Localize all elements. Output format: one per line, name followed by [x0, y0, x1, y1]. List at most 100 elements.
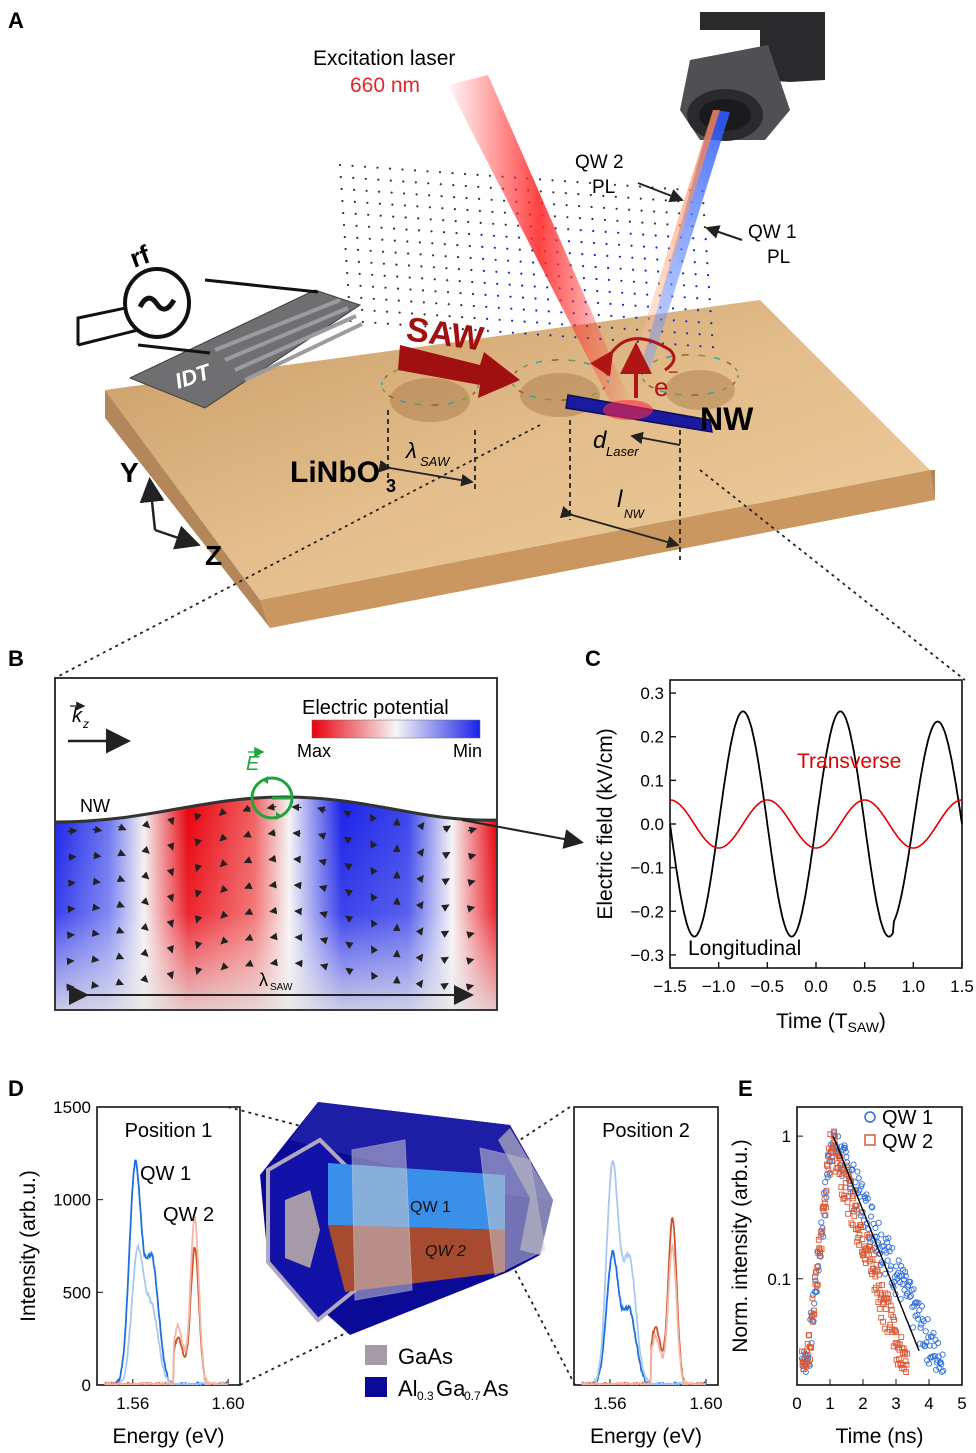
qw2-label: QW 2 [163, 1204, 214, 1226]
field-arrow [121, 984, 123, 985]
lambda-saw-b-sub: SAW [270, 982, 293, 993]
field-arrow [270, 911, 274, 912]
frame [97, 1107, 240, 1385]
qw1-point [890, 1245, 895, 1250]
legend-marker-qw1 [865, 1112, 875, 1122]
x-axis-label: Time (TSAW) [776, 1010, 886, 1035]
x-tick-label: 5 [957, 1394, 966, 1413]
x-tick-label: 1.60 [689, 1394, 722, 1413]
x-tick-label: 0.5 [853, 977, 877, 996]
y-tick-label: 0.1 [767, 1270, 791, 1289]
qw2-point [846, 1211, 851, 1216]
legend-qw2: QW 2 [882, 1131, 933, 1153]
qw2-pl-line2: PL [592, 177, 615, 198]
legend-gaas: GaAs [398, 1344, 453, 1369]
x-tick-label: 1.56 [116, 1394, 149, 1413]
model-qw1-label: QW 1 [410, 1199, 451, 1216]
qw1-point [923, 1329, 928, 1334]
field-arrow [95, 908, 100, 909]
axis-z-label: Z [205, 540, 222, 571]
k-vector-label: k [72, 705, 83, 727]
qw1-point [851, 1162, 856, 1167]
k-vector-sub: z [82, 717, 89, 731]
qw1-point [941, 1368, 946, 1373]
y-tick-label: 0 [82, 1376, 91, 1395]
panel-b-simulation: k z Electric potential Max Min E NW λ SA… [55, 678, 497, 1010]
d-laser-sub: Laser [606, 444, 639, 459]
field-arrow [372, 973, 373, 974]
qw1-point [873, 1225, 878, 1230]
qw1-point [856, 1176, 861, 1181]
panel-label-d: D [8, 1076, 24, 1101]
qw1-point [931, 1330, 936, 1335]
qw1-point [896, 1258, 901, 1263]
qw1-point [844, 1155, 849, 1160]
lambda-saw-b: λ [259, 970, 268, 990]
x-axis-label: Energy (eV) [590, 1425, 702, 1448]
qw1-point [812, 1301, 817, 1306]
y-tick-label: 1500 [53, 1098, 91, 1117]
colorbar-max: Max [297, 741, 331, 761]
series-longitudinal [670, 711, 962, 936]
fit-line [833, 1136, 919, 1351]
y-tick-label: 500 [63, 1283, 91, 1302]
field-arrow [197, 920, 198, 922]
field-arrow [197, 947, 198, 949]
lambda-saw-label: λ [405, 438, 417, 463]
qw1-point [885, 1258, 890, 1263]
qw1-point [876, 1220, 881, 1225]
y-tick-label: 1000 [53, 1191, 91, 1210]
x-tick-label: 2 [858, 1394, 867, 1413]
x-tick-label: 4 [924, 1394, 933, 1413]
objective-lens [680, 12, 825, 141]
x-tick-label: −0.5 [751, 977, 785, 996]
panel-label-c: C [585, 646, 601, 671]
qw1-point [888, 1264, 893, 1269]
x-tick-label: −1.5 [653, 977, 687, 996]
y-axis-label: Norm. intensity (arb.u.) [729, 1139, 752, 1353]
x-tick-label: 3 [891, 1394, 900, 1413]
frame [574, 1107, 718, 1385]
spectrum-line [104, 1161, 228, 1385]
material-legend: GaAs Al 0.3 Ga 0.7 As [365, 1344, 509, 1403]
x-tick-label: 1.5 [950, 977, 974, 996]
laser-wavelength: 660 nm [350, 74, 420, 97]
qw1-point [902, 1287, 907, 1292]
y-tick-label: 0.2 [640, 728, 664, 747]
laser-title: Excitation laser [313, 47, 455, 70]
y-tick-label: −0.3 [630, 946, 664, 965]
substrate-sub: 3 [386, 476, 396, 496]
qw2-point [884, 1307, 889, 1312]
qw2-point [852, 1214, 857, 1219]
qw1-pl-line1: QW 1 [748, 222, 797, 243]
field-arrow [68, 857, 75, 858]
legend-qw1: QW 1 [882, 1107, 933, 1129]
qw1-point [879, 1232, 884, 1237]
field-arrow [270, 885, 274, 886]
rf-label: rf [126, 239, 154, 274]
legend-algaas-2: Ga [436, 1376, 466, 1401]
field-arrow [293, 807, 302, 808]
x-tick-label: 0 [792, 1394, 801, 1413]
qw2-point [816, 1237, 821, 1242]
field-arrow [422, 981, 423, 982]
nanowire-3d-model: QW 1 QW 2 [228, 1102, 575, 1385]
field-arrow [68, 831, 77, 832]
qw2-point [857, 1243, 862, 1248]
y-tick-label: 0.3 [640, 684, 664, 703]
y-tick-label: 0.1 [640, 771, 664, 790]
qw2-point [849, 1221, 854, 1226]
qw1-point [919, 1304, 924, 1309]
electron-charge: − [668, 362, 679, 382]
colorbar-title: Electric potential [302, 697, 449, 719]
panel-label-a: A [8, 8, 24, 33]
model-qw2-label: QW 2 [425, 1243, 466, 1260]
qw1-point [855, 1169, 860, 1174]
qw1-point [819, 1220, 824, 1225]
qw1-point [868, 1214, 873, 1219]
spectrum-title: Position 1 [125, 1120, 213, 1142]
